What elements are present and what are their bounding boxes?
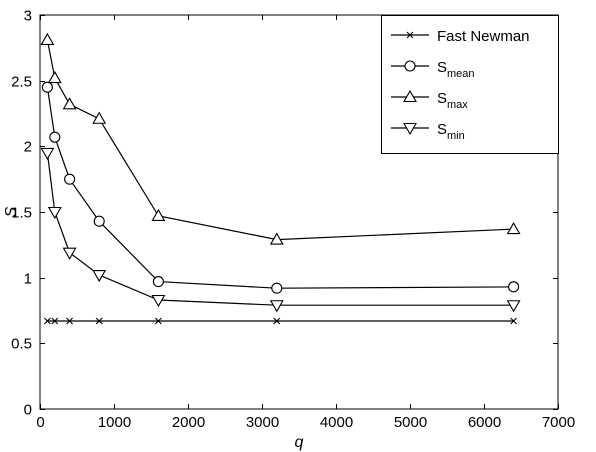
x-axis-ticks: 0 1000 2000 3000 4000 5000 6000 7000 [36,15,575,431]
data-point [151,208,166,221]
series-fast-newman [44,317,517,325]
data-point [510,317,517,325]
data-point [49,131,61,143]
data-point [269,232,284,245]
series-s-mean [41,81,520,294]
series-s-max [40,32,521,245]
data-point [506,221,521,235]
data-point [273,317,281,325]
data-point [151,294,166,308]
legend-entry: Smin [391,121,465,142]
legend-marker [404,60,416,72]
data-point [92,111,107,124]
legend-label: Smean [437,59,475,80]
x-tick-label: 6000 [468,414,501,431]
data-point [271,282,283,294]
data-point [95,317,103,325]
x-tick-label: 3000 [246,414,279,431]
x-tick-label: 5000 [394,414,427,431]
y-tick-label: 0 [24,402,32,419]
data-point [44,317,51,325]
data-point [47,206,62,220]
legend-marker [403,122,417,136]
data-point [506,300,521,313]
data-point [47,70,62,84]
y-axis-ticks: 0 0.5 1 1.5 2 2.5 3 [11,8,558,419]
data-point [41,81,53,93]
series-s-min [40,147,521,313]
x-tick-label: 1000 [98,414,131,431]
legend-entry: Fast Newman [391,28,530,45]
data-point [64,173,76,185]
data-point [92,269,107,283]
data-point [269,300,284,313]
data-point [40,147,55,161]
legend-marker [406,31,414,39]
legend-marker [403,89,417,103]
legend-entry: Smean [391,59,475,80]
series-line [46,152,514,306]
data-point [508,281,520,293]
y-tick-label: 1 [24,271,32,288]
legend-label: Smin [437,121,465,142]
legend-entry: Smax [391,89,468,111]
legend-label: Fast Newman [437,28,530,45]
y-tick-label: 2.5 [11,74,32,91]
data-point [93,215,105,227]
y-tick-label: 3 [24,8,32,25]
data-point [62,97,77,110]
data-point [155,317,162,325]
data-point [62,247,77,260]
y-axis-label: S [3,206,20,217]
legend-label: Smax [437,90,468,111]
x-tick-label: 7000 [542,414,575,431]
data-point [66,317,73,325]
y-tick-label: 2 [24,139,32,156]
y-tick-label: 1.5 [11,205,32,222]
x-tick-label: 2000 [172,414,205,431]
data-point [152,276,164,288]
x-axis-label: q [295,434,304,451]
x-tick-label: 4000 [320,414,353,431]
legend: Fast Newman Smean Smax Smin [381,15,559,154]
data-point [40,32,55,46]
series-layer [40,32,521,325]
y-tick-label: 0.5 [11,336,32,353]
data-point [51,317,59,325]
x-tick-label: 0 [36,414,44,431]
